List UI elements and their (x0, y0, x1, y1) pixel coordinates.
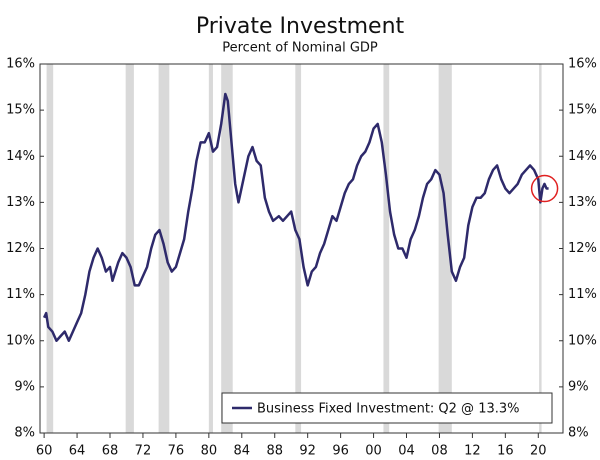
x-tick-label: 04 (398, 444, 415, 459)
y-tick-label: 14% (6, 149, 35, 164)
x-tick-label: 00 (365, 444, 382, 459)
y2-tick-label: 15% (568, 103, 597, 118)
x-tick-label: 96 (332, 444, 349, 459)
y2-tick-label: 13% (568, 195, 597, 210)
x-tick-label: 12 (464, 444, 481, 459)
recession-band (46, 64, 54, 433)
y2-tick-label: 8% (568, 426, 589, 441)
highlight-circle (530, 174, 559, 203)
y2-tick-label: 16% (568, 57, 597, 72)
y-tick-label: 15% (6, 103, 35, 118)
y2-tick-label: 12% (568, 241, 597, 256)
y-tick-label: 8% (14, 426, 35, 441)
y2-tick-label: 9% (568, 379, 589, 394)
x-tick-label: 76 (168, 444, 185, 459)
y-tick-label: 16% (6, 57, 35, 72)
recession-band (438, 64, 452, 433)
recession-band (221, 64, 233, 433)
x-tick-label: 92 (299, 444, 316, 459)
x-tick-label: 80 (201, 444, 218, 459)
y2-tick-label: 14% (568, 149, 597, 164)
plot-frame (39, 63, 564, 434)
y2-tick-label: 10% (568, 333, 597, 348)
legend-box (221, 392, 553, 424)
recession-band (539, 64, 542, 433)
y-tick-label: 10% (6, 333, 35, 348)
legend-label: Business Fixed Investment: Q2 @ 13.3% (257, 402, 520, 417)
x-tick-label: 88 (266, 444, 283, 459)
recession-band (208, 64, 213, 433)
x-tick-label: 08 (431, 444, 448, 459)
y-tick-label: 13% (6, 195, 35, 210)
y-tick-label: 11% (6, 287, 35, 302)
x-tick-label: 60 (36, 444, 53, 459)
y-tick-label: 9% (14, 379, 35, 394)
x-tick-label: 20 (530, 444, 547, 459)
recession-band (125, 64, 134, 433)
x-tick-label: 16 (497, 444, 514, 459)
chart-subtitle: Percent of Nominal GDP (222, 41, 378, 56)
recession-band (295, 64, 302, 433)
x-tick-label: 84 (234, 444, 251, 459)
x-tick-label: 64 (69, 444, 86, 459)
y-tick-label: 12% (6, 241, 35, 256)
x-tick-label: 68 (102, 444, 119, 459)
y2-tick-label: 11% (568, 287, 597, 302)
x-tick-label: 72 (135, 444, 152, 459)
chart-title: Private Investment (196, 14, 405, 39)
series-line (42, 92, 549, 342)
recession-band (383, 64, 390, 433)
